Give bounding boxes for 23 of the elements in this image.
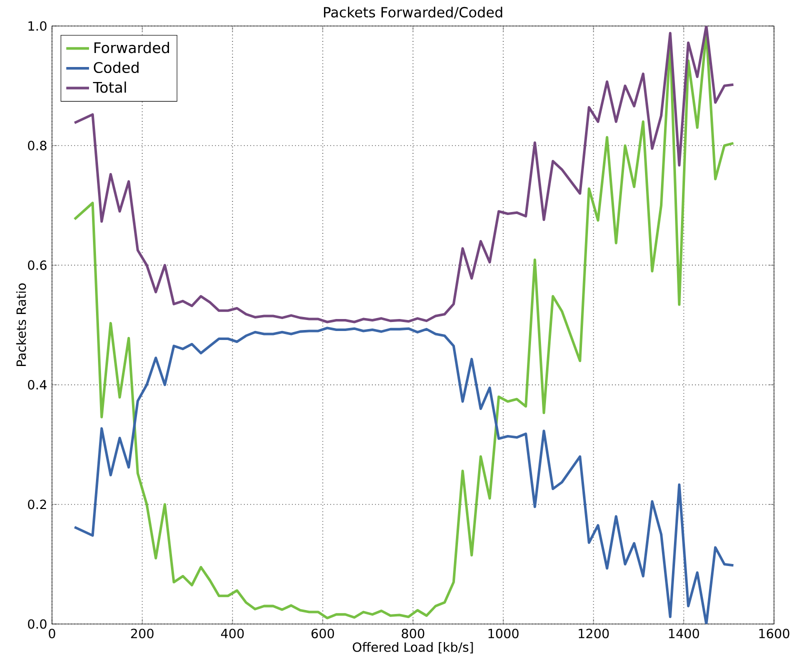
x-tick-label: 1000 — [488, 628, 519, 638]
y-tick-label: 1.0 — [28, 21, 46, 31]
x-tick-label: 0 — [48, 628, 56, 638]
y-tick-label: 0.8 — [28, 140, 46, 150]
x-tick-label: 800 — [402, 628, 424, 638]
x-tick-label: 400 — [221, 628, 244, 638]
x-tick-label: 1200 — [578, 628, 609, 638]
legend-label: Total — [92, 82, 126, 93]
legend-label: Coded — [94, 62, 139, 74]
y-tick-label: 0.6 — [28, 260, 46, 270]
x-axis-title: Offered Load [kb/s] — [352, 642, 473, 654]
chart-title: Packets Forwarded/Coded — [324, 6, 502, 19]
legend-label: Forwarded — [94, 42, 169, 54]
x-tick-label: 1600 — [759, 628, 790, 638]
y-tick-label: 0.4 — [28, 380, 47, 390]
y-tick-label: 0.0 — [28, 619, 46, 629]
y-tick-label: 0.2 — [28, 500, 46, 510]
x-tick-label: 1400 — [669, 628, 700, 638]
y-axis-title: Packets Ratio — [16, 283, 26, 366]
line-series — [73, 26, 735, 324]
x-tick-label: 600 — [312, 628, 334, 638]
line-series — [73, 326, 735, 624]
x-tick-label: 200 — [131, 628, 154, 638]
